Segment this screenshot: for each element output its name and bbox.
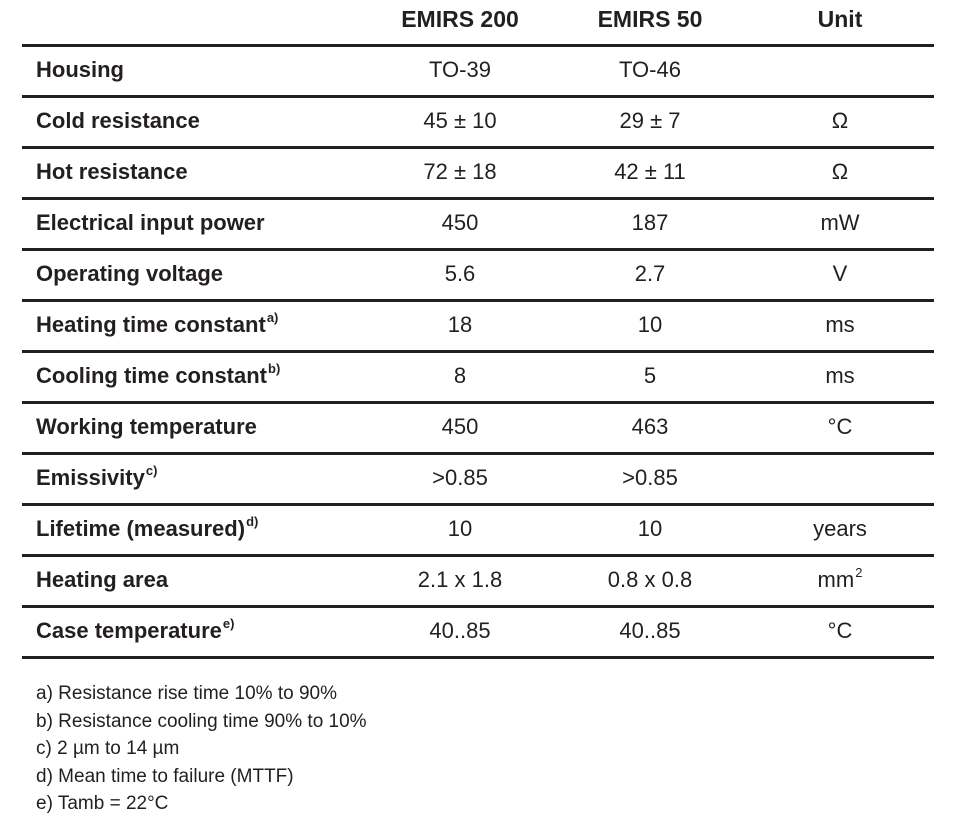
cell-emirs-50: 10 — [637, 312, 663, 337]
row-label: Hot resistance — [36, 159, 188, 185]
footnote-c: c) 2 µm to 14 µm — [36, 738, 180, 759]
cell-unit: ms — [745, 363, 935, 389]
cell-emirs-50: 0.8 x 0.8 — [607, 567, 693, 592]
unit-text: °C — [827, 618, 853, 643]
row-label: Housing — [36, 57, 124, 83]
row-label-text: Emissivity — [36, 465, 145, 490]
row-label-text: Electrical input power — [36, 210, 265, 235]
cell-emirs-200: 8 — [453, 363, 467, 388]
table-row: Working temperature 450 463 °C — [22, 404, 934, 455]
cell-emirs-50: 2.7 — [634, 261, 666, 286]
cell-emirs-200: 10 — [447, 516, 473, 541]
cell-emirs-50: 463 — [631, 414, 669, 439]
row-label-text: Heating area — [36, 567, 169, 592]
column-header-unit: Unit — [817, 6, 863, 32]
row-label-text: Hot resistance — [36, 159, 188, 184]
row-label-text: Operating voltage — [36, 261, 224, 286]
cell-unit: °C — [745, 618, 935, 644]
row-label-text: Cooling time constant — [36, 363, 267, 388]
row-label: Heating time constanta) — [36, 310, 279, 338]
table-row: Operating voltage 5.6 2.7 V — [22, 251, 934, 302]
row-label: Operating voltage — [36, 261, 223, 287]
unit-text: °C — [827, 414, 853, 439]
unit-text: Ω — [831, 159, 849, 184]
row-label: Emissivityc) — [36, 463, 158, 491]
footnote-a: a) Resistance rise time 10% to 90% — [36, 683, 337, 704]
cell-emirs-50: 5 — [643, 363, 657, 388]
unit-text: ms — [825, 312, 855, 337]
row-label: Working temperature — [36, 414, 257, 440]
column-header-emirs-200: EMIRS 200 — [401, 6, 519, 32]
footnote-marker: e) — [222, 616, 235, 631]
footnote-b: b) Resistance cooling time 90% to 10% — [36, 710, 367, 732]
row-label: Cold resistance — [36, 108, 200, 134]
cell-unit: V — [745, 261, 935, 287]
cell-emirs-200: 18 — [447, 312, 473, 337]
table-body: Housing TO-39 TO-46 Cold resistance 45 ± 10 2… — [22, 47, 934, 659]
footnote-marker: a) — [266, 310, 279, 325]
table-row: Housing TO-39 TO-46 — [22, 47, 934, 98]
cell-emirs-200: 40..85 — [429, 618, 491, 643]
cell-emirs-50: 10 — [637, 516, 663, 541]
row-label: Electrical input power — [36, 210, 265, 236]
table-row: Emissivityc) >0.85 >0.85 — [22, 455, 934, 506]
row-label-text: Working temperature — [36, 414, 257, 439]
footnote-marker: d) — [246, 514, 259, 529]
footnote-marker: c) — [145, 463, 158, 478]
cell-emirs-200: 45 ± 10 — [423, 108, 497, 133]
cell-unit: Ω — [745, 108, 935, 134]
cell-unit: mW — [745, 210, 935, 236]
unit-superscript: 2 — [855, 565, 863, 580]
cell-emirs-50: TO-46 — [619, 57, 681, 82]
spec-table: EMIRS 200 EMIRS 50 Unit Housing TO-39 TO-4… — [22, 0, 934, 659]
footnotes: a) Resistance rise time 10% to 90% b) Re… — [36, 680, 367, 818]
table-row: Hot resistance 72 ± 18 42 ± 11 Ω — [22, 149, 934, 200]
table-row: Electrical input power 450 187 mW — [22, 200, 934, 251]
row-label-text: Heating time constant — [36, 312, 266, 337]
unit-text: Ω — [831, 108, 849, 133]
table-header-row: EMIRS 200 EMIRS 50 Unit — [22, 0, 934, 47]
unit-text: mW — [820, 210, 860, 235]
table-row: Heating area 2.1 x 1.8 0.8 x 0.8 mm2 — [22, 557, 934, 608]
cell-emirs-200: TO-39 — [429, 57, 491, 82]
cell-unit: Ω — [745, 159, 935, 185]
row-label: Heating area — [36, 567, 168, 593]
cell-emirs-200: 72 ± 18 — [423, 159, 497, 184]
cell-emirs-200: 450 — [441, 210, 479, 235]
row-label: Lifetime (measured)d) — [36, 514, 259, 542]
cell-emirs-200: 5.6 — [444, 261, 476, 286]
column-header-emirs-50: EMIRS 50 — [597, 6, 703, 32]
cell-unit: ms — [745, 312, 935, 338]
cell-unit: °C — [745, 414, 935, 440]
table-row: Cooling time constantb) 8 5 ms — [22, 353, 934, 404]
cell-emirs-200: 2.1 x 1.8 — [417, 567, 503, 592]
row-label-text: Case temperature — [36, 618, 222, 643]
footnote-marker: b) — [268, 361, 281, 376]
row-label-text: Lifetime (measured) — [36, 516, 246, 541]
row-label: Cooling time constantb) — [36, 361, 281, 389]
cell-emirs-200: >0.85 — [432, 465, 488, 490]
row-label-text: Housing — [36, 57, 124, 82]
row-label-text: Cold resistance — [36, 108, 200, 133]
table-row: Heating time constanta) 18 10 ms — [22, 302, 934, 353]
unit-text: ms — [825, 363, 855, 388]
cell-emirs-200: 450 — [441, 414, 479, 439]
table-row: Lifetime (measured)d) 10 10 years — [22, 506, 934, 557]
footnote-e: e) Tamb = 22°C — [36, 793, 169, 814]
cell-emirs-50: >0.85 — [622, 465, 678, 490]
footnote-d: d) Mean time to failure (MTTF) — [36, 765, 294, 787]
unit-text: years — [813, 516, 867, 541]
table-row: Cold resistance 45 ± 10 29 ± 7 Ω — [22, 98, 934, 149]
unit-text: V — [832, 261, 848, 286]
row-label: Case temperaturee) — [36, 616, 235, 644]
cell-emirs-50: 187 — [631, 210, 669, 235]
cell-unit: mm2 — [745, 565, 935, 593]
cell-emirs-50: 40..85 — [619, 618, 681, 643]
unit-text: mm — [817, 567, 855, 592]
cell-emirs-50: 42 ± 11 — [614, 159, 686, 184]
cell-unit: years — [745, 516, 935, 542]
cell-emirs-50: 29 ± 7 — [619, 108, 681, 133]
table-row: Case temperaturee) 40..85 40..85 °C — [22, 608, 934, 659]
